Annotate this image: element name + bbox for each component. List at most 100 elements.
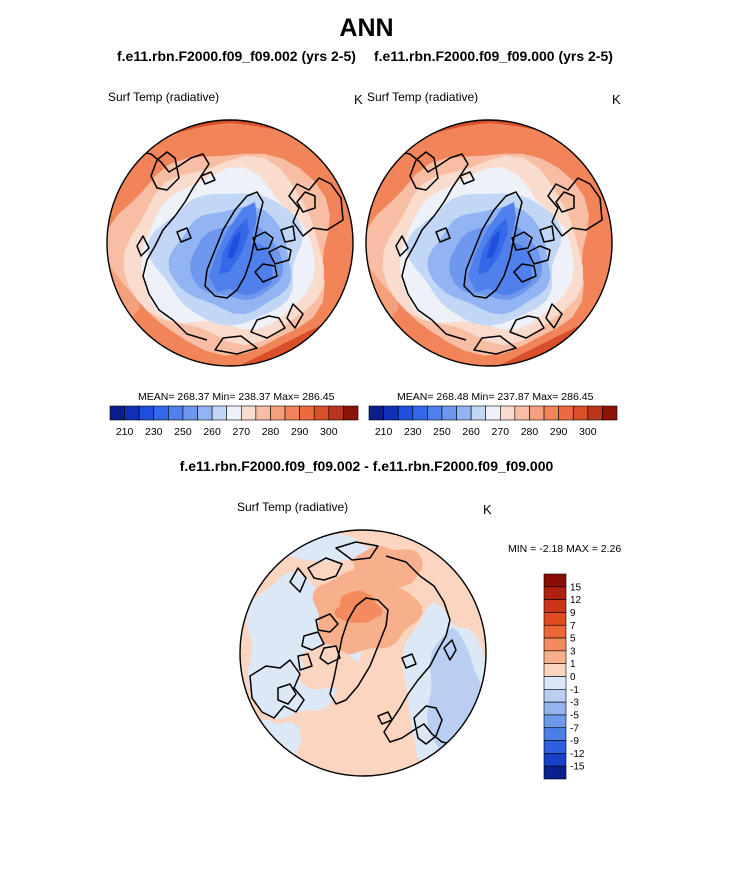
colorbar-swatch (514, 405, 530, 421)
case2-title: f.e11.rbn.F2000.f09_f09.000 (yrs 2-5) (374, 48, 613, 64)
colorbar-swatch (499, 405, 516, 421)
case1-polar-map (106, 119, 354, 367)
colorbar-swatch (543, 727, 567, 741)
colorbar-swatch (485, 405, 501, 421)
coastline (297, 653, 313, 671)
coastline (301, 631, 325, 651)
colorbar-swatch (124, 405, 140, 421)
coastline (511, 231, 533, 251)
colorbar-tick-label: 270 (492, 426, 510, 438)
contour-band (227, 230, 241, 258)
colorbar-swatch (441, 405, 457, 421)
colorbar-swatch (211, 405, 228, 421)
contour-band (486, 230, 500, 258)
colorbar-swatch (368, 405, 384, 421)
coastline (289, 567, 307, 593)
colorbar-swatch (456, 405, 472, 421)
case2-variable-label: Surf Temp (radiative) (367, 90, 479, 104)
coastline (315, 613, 339, 633)
coastline (307, 557, 343, 581)
coastline (459, 171, 475, 185)
colorbar-swatch (543, 573, 567, 588)
colorbar-swatch (427, 405, 443, 421)
case2-units-label: K (612, 92, 621, 107)
colorbar-swatch (255, 405, 271, 421)
case2-stats: MEAN= 268.48 Min= 237.87 Max= 286.45 (397, 391, 594, 403)
colorbar-swatch (543, 599, 567, 613)
coastline (395, 235, 409, 257)
colorbar-swatch (284, 405, 300, 421)
map-boundary (239, 529, 487, 777)
colorbar-swatch (572, 405, 589, 421)
colorbar-swatch (543, 765, 567, 780)
colorbar-swatch (543, 586, 567, 600)
coastline (136, 235, 150, 257)
colorbar-swatch (543, 624, 567, 639)
coastline (335, 541, 379, 561)
colorbar-swatch (558, 405, 574, 421)
coastline (250, 315, 286, 339)
diff-stats: MIN = -2.18 MAX = 2.26 (508, 543, 622, 555)
colorbar-swatch (543, 676, 567, 690)
colorbar-tick-label: -1 (570, 685, 579, 696)
colorbar-swatch (543, 612, 567, 626)
coastline (547, 177, 603, 237)
coastline (268, 245, 292, 265)
map-boundary (365, 119, 613, 367)
coastline (545, 303, 563, 329)
colorbar-swatch (168, 405, 184, 421)
colorbar-tick-label: 270 (233, 426, 251, 438)
colorbar-swatch (543, 663, 567, 677)
colorbar-swatch (543, 714, 567, 729)
colorbar-tick-label: 260 (462, 426, 480, 438)
colorbar-swatch (328, 405, 344, 421)
coastline (288, 177, 344, 237)
colorbar-tick-label: 300 (579, 426, 597, 438)
coastline (435, 227, 451, 243)
colorbar-tick-label: 230 (145, 426, 163, 438)
colorbar-swatch (529, 405, 545, 421)
colorbar-swatch (383, 405, 399, 421)
map-clip-wrapper (107, 120, 353, 366)
case1-contour-layer (107, 120, 353, 366)
coastline (329, 597, 389, 705)
colorbar-tick-label: 290 (291, 426, 309, 438)
colorbar-tick-label: 7 (570, 621, 576, 632)
map-clip-wrapper (366, 120, 612, 366)
colorbar-swatch (109, 405, 125, 421)
case1-stats: MEAN= 268.37 Min= 238.37 Max= 286.45 (138, 391, 335, 403)
coastline (473, 335, 517, 355)
diff-colorbar: 15 12 9 7 53 1 0 -1 -3-5 -7 -9 -12 -15 (543, 573, 585, 780)
colorbar-swatch (543, 753, 567, 767)
colorbar-swatch (299, 405, 315, 421)
coastline (399, 151, 469, 341)
colorbar-tick-label: 280 (521, 426, 539, 438)
case2-contour-layer (366, 120, 612, 366)
contour-band (299, 643, 364, 690)
colorbar-tick-label: -5 (570, 710, 579, 721)
coastline (286, 303, 304, 329)
coastline (254, 263, 278, 283)
coastline (409, 151, 439, 191)
diff-variable-label: Surf Temp (radiative) (237, 500, 349, 514)
colorbar-swatch (412, 405, 428, 421)
coastline (401, 653, 417, 669)
colorbar-tick-label: 12 (570, 595, 582, 606)
coastline (176, 227, 192, 243)
colorbar-tick-label: 250 (174, 426, 192, 438)
colorbar-tick-label: 9 (570, 608, 576, 619)
colorbar-tick-label: 290 (550, 426, 568, 438)
contour-band (554, 338, 612, 366)
colorbar-tick-label: 3 (570, 646, 576, 657)
coastline (252, 231, 274, 251)
coastline (140, 151, 210, 341)
diff-contour-layer (240, 530, 486, 776)
colorbar-tick-label: 210 (116, 426, 134, 438)
colorbar-swatch (138, 405, 155, 421)
colorbar-tick-label: -12 (570, 749, 585, 760)
coastline (214, 335, 258, 355)
coastline (150, 151, 180, 191)
coastline (443, 639, 457, 661)
coastline (204, 191, 264, 299)
coastline (539, 225, 555, 243)
